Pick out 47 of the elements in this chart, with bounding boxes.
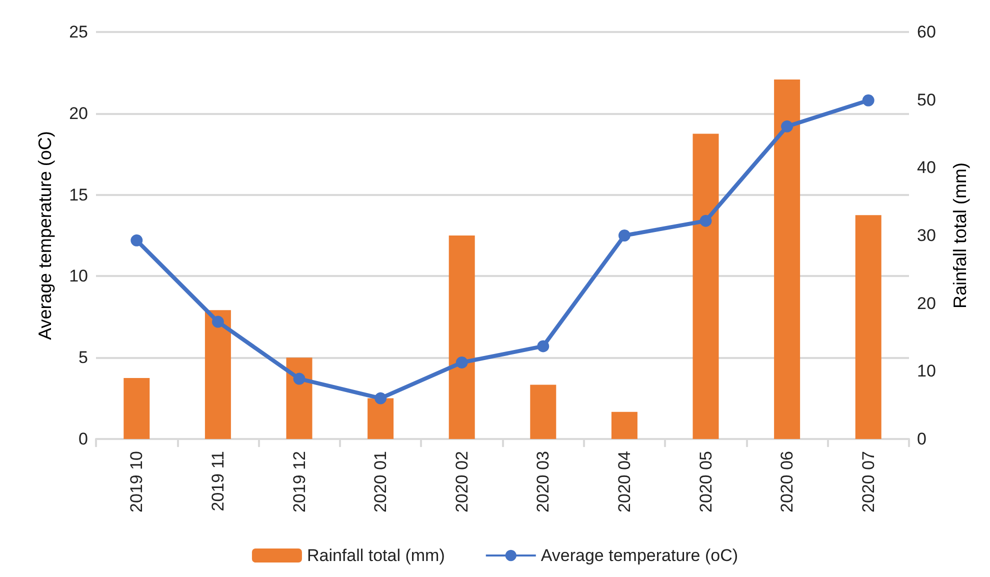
y2-axis-title: Rainfall total (mm): [950, 162, 970, 309]
y-tick-label: 10: [69, 266, 88, 286]
y-tick-label: 5: [78, 348, 88, 368]
bar: [368, 398, 394, 439]
x-tick-label: 2019 10: [127, 451, 146, 512]
x-tick-label: 2020 01: [371, 451, 390, 512]
x-tick-label: 2020 02: [452, 451, 472, 512]
x-tick-label: 2020 06: [778, 451, 797, 512]
y-tick-label: 25: [69, 22, 88, 42]
point: [374, 392, 387, 404]
x-tick-label: 2019 12: [290, 451, 309, 512]
point: [862, 94, 874, 106]
bar: [448, 236, 475, 439]
point: [293, 372, 306, 385]
x-tick-label: 2019 11: [208, 451, 228, 512]
bar: [286, 358, 312, 439]
x-tick-label: 2020 07: [858, 451, 878, 512]
y2-tick-label: 0: [917, 430, 926, 448]
y-tick-label: 15: [69, 185, 88, 204]
bar: [611, 412, 638, 439]
point: [130, 234, 143, 246]
y2-tick-label: 20: [917, 294, 936, 313]
bar: [124, 378, 150, 439]
legend-label: Average temperature (oC): [540, 546, 738, 565]
point: [618, 230, 630, 242]
y2-tick-label: 10: [917, 362, 936, 381]
point: [456, 356, 468, 368]
y2-tick-label: 40: [917, 158, 936, 178]
bar: [774, 79, 800, 439]
bar: [855, 215, 882, 439]
point: [700, 214, 712, 227]
bar: [204, 310, 231, 439]
bar: [530, 384, 556, 439]
y2-tick-label: 60: [917, 22, 936, 42]
point: [212, 316, 224, 328]
x-tick-label: 2020 05: [696, 451, 716, 512]
point: [781, 120, 794, 132]
x-tick-label: 2020 04: [614, 451, 634, 512]
y-tick-label: 20: [69, 104, 88, 123]
legend-label: Rainfall total (mm): [306, 546, 445, 565]
y-tick-label: 0: [78, 430, 88, 448]
y-axis-title: Average temperature (oC): [35, 131, 55, 340]
point: [537, 340, 550, 352]
x-tick-label: 2020 03: [534, 451, 553, 512]
y2-tick-label: 50: [917, 90, 936, 110]
bar: [692, 134, 719, 439]
y2-tick-label: 30: [917, 226, 936, 245]
